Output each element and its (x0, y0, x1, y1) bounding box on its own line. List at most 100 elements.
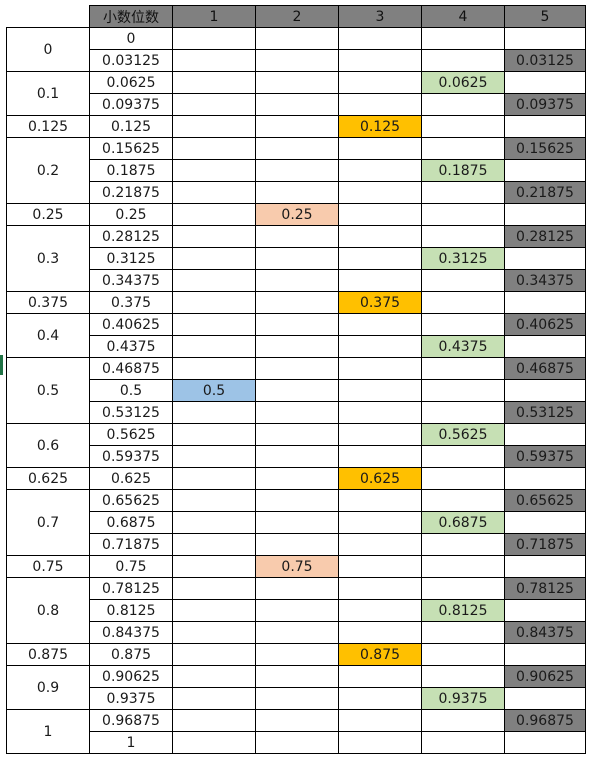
value-cell[interactable]: 0.6875 (89, 511, 173, 534)
highlight-cell-col-4[interactable]: 0.6875 (421, 511, 505, 534)
value-cell[interactable]: 0.71875 (89, 533, 173, 556)
header-col-4[interactable]: 4 (421, 5, 505, 28)
empty-cell[interactable] (338, 577, 422, 600)
empty-cell[interactable] (504, 203, 586, 226)
empty-cell[interactable] (172, 731, 256, 754)
empty-cell[interactable] (255, 445, 339, 468)
value-cell[interactable]: 0.25 (89, 203, 173, 226)
empty-cell[interactable] (172, 137, 256, 160)
empty-cell[interactable] (421, 313, 505, 336)
empty-cell[interactable] (255, 115, 339, 138)
highlight-cell-col-4[interactable]: 0.0625 (421, 71, 505, 94)
value-cell[interactable]: 0.8125 (89, 599, 173, 622)
empty-cell[interactable] (172, 533, 256, 556)
empty-cell[interactable] (421, 379, 505, 402)
group-label-cell[interactable]: 0.9 (6, 665, 90, 710)
empty-cell[interactable] (421, 291, 505, 314)
value-cell[interactable]: 0.84375 (89, 621, 173, 644)
empty-cell[interactable] (421, 93, 505, 116)
value-cell[interactable]: 0.65625 (89, 489, 173, 512)
empty-cell[interactable] (255, 71, 339, 94)
group-label-cell[interactable]: 0.4 (6, 313, 90, 358)
header-col-1[interactable]: 1 (172, 5, 256, 28)
value-cell[interactable]: 0.53125 (89, 401, 173, 424)
empty-cell[interactable] (338, 533, 422, 556)
empty-cell[interactable] (172, 203, 256, 226)
empty-cell[interactable] (255, 313, 339, 336)
value-cell[interactable]: 0.0625 (89, 71, 173, 94)
empty-cell[interactable] (172, 643, 256, 666)
empty-cell[interactable] (255, 599, 339, 622)
empty-cell[interactable] (421, 445, 505, 468)
empty-cell[interactable] (172, 577, 256, 600)
value-cell[interactable]: 0.125 (89, 115, 173, 138)
highlight-cell-col-5[interactable]: 0.40625 (504, 313, 586, 336)
empty-cell[interactable] (255, 335, 339, 358)
value-cell[interactable]: 0.1875 (89, 159, 173, 182)
value-cell[interactable]: 0.9375 (89, 687, 173, 710)
value-cell[interactable]: 0.03125 (89, 49, 173, 72)
empty-cell[interactable] (172, 225, 256, 248)
highlight-cell-col-5[interactable]: 0.71875 (504, 533, 586, 556)
empty-cell[interactable] (504, 555, 586, 578)
empty-cell[interactable] (172, 269, 256, 292)
empty-cell[interactable] (172, 555, 256, 578)
empty-cell[interactable] (255, 401, 339, 424)
value-cell[interactable]: 0.96875 (89, 709, 173, 732)
empty-cell[interactable] (421, 577, 505, 600)
group-label-cell[interactable]: 0 (6, 27, 90, 72)
highlight-cell-col-5[interactable]: 0.21875 (504, 181, 586, 204)
highlight-cell-col-5[interactable]: 0.53125 (504, 401, 586, 424)
value-cell[interactable]: 0.28125 (89, 225, 173, 248)
empty-cell[interactable] (338, 665, 422, 688)
group-label-cell[interactable]: 0.375 (6, 291, 90, 314)
empty-cell[interactable] (172, 621, 256, 644)
empty-cell[interactable] (255, 93, 339, 116)
empty-cell[interactable] (255, 225, 339, 248)
value-cell[interactable]: 0.59375 (89, 445, 173, 468)
empty-cell[interactable] (338, 709, 422, 732)
group-label-cell[interactable]: 0.625 (6, 467, 90, 490)
empty-cell[interactable] (255, 423, 339, 446)
value-cell[interactable]: 0.34375 (89, 269, 173, 292)
highlight-cell-col-1[interactable]: 0.5 (172, 379, 256, 402)
group-label-cell[interactable]: 0.25 (6, 203, 90, 226)
value-cell[interactable]: 1 (89, 731, 173, 754)
empty-cell[interactable] (421, 555, 505, 578)
group-label-cell[interactable]: 0.125 (6, 115, 90, 138)
highlight-cell-col-4[interactable]: 0.1875 (421, 159, 505, 182)
empty-cell[interactable] (172, 335, 256, 358)
empty-cell[interactable] (255, 533, 339, 556)
header-col-2[interactable]: 2 (255, 5, 339, 28)
value-cell[interactable]: 0.625 (89, 467, 173, 490)
empty-cell[interactable] (338, 357, 422, 380)
empty-cell[interactable] (255, 379, 339, 402)
group-label-cell[interactable]: 1 (6, 709, 90, 754)
highlight-cell-col-5[interactable]: 0.90625 (504, 665, 586, 688)
empty-cell[interactable] (255, 181, 339, 204)
value-cell[interactable]: 0.5625 (89, 423, 173, 446)
empty-cell[interactable] (172, 401, 256, 424)
empty-cell[interactable] (421, 357, 505, 380)
empty-cell[interactable] (255, 49, 339, 72)
value-cell[interactable]: 0.46875 (89, 357, 173, 380)
value-cell[interactable]: 0.09375 (89, 93, 173, 116)
empty-cell[interactable] (172, 159, 256, 182)
empty-cell[interactable] (421, 621, 505, 644)
empty-cell[interactable] (504, 599, 586, 622)
empty-cell[interactable] (338, 379, 422, 402)
group-label-cell[interactable]: 0.1 (6, 71, 90, 116)
empty-cell[interactable] (504, 643, 586, 666)
empty-cell[interactable] (172, 709, 256, 732)
empty-cell[interactable] (338, 335, 422, 358)
value-cell[interactable]: 0.75 (89, 555, 173, 578)
empty-cell[interactable] (255, 731, 339, 754)
empty-cell[interactable] (172, 247, 256, 270)
empty-cell[interactable] (421, 203, 505, 226)
highlight-cell-col-3[interactable]: 0.125 (338, 115, 422, 138)
group-label-cell[interactable]: 0.875 (6, 643, 90, 666)
empty-cell[interactable] (338, 225, 422, 248)
empty-cell[interactable] (338, 731, 422, 754)
empty-cell[interactable] (172, 511, 256, 534)
value-cell[interactable]: 0.5 (89, 379, 173, 402)
